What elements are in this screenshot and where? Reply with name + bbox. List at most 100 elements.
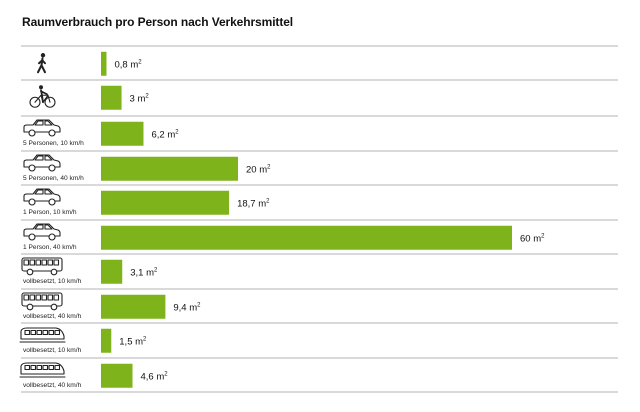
bar bbox=[101, 156, 238, 181]
chart-row: vollbesetzt, 10 km/h 1,5 m2 bbox=[19, 322, 618, 354]
value-label: 6,2 m2 bbox=[151, 129, 179, 140]
bar bbox=[101, 328, 112, 353]
tram-window bbox=[30, 329, 37, 336]
bar bbox=[101, 51, 107, 76]
bus-wheel bbox=[50, 268, 58, 276]
bus-window bbox=[23, 259, 30, 266]
bar bbox=[101, 225, 512, 250]
row-label: 5 Personen, 40 km/h bbox=[23, 175, 84, 182]
bar bbox=[101, 190, 230, 215]
bicycle-wheel bbox=[29, 96, 41, 108]
car-body bbox=[23, 223, 61, 237]
bus-wheel bbox=[50, 303, 58, 311]
bus-window bbox=[23, 294, 30, 301]
value-label: 60 m2 bbox=[520, 233, 545, 244]
bus-body bbox=[21, 292, 63, 307]
car-windows bbox=[34, 189, 53, 195]
chart-row: 3 m2 bbox=[21, 79, 618, 110]
bus-wheel bbox=[26, 268, 34, 276]
value-label: 0,8 m2 bbox=[114, 59, 142, 70]
value-label: 3 m2 bbox=[130, 93, 150, 104]
bicycle-icon bbox=[29, 85, 56, 108]
tram-body bbox=[20, 362, 65, 375]
tram-window bbox=[36, 364, 43, 371]
tram-window bbox=[24, 329, 31, 336]
row-label: vollbesetzt, 10 km/h bbox=[23, 278, 82, 285]
car-body bbox=[23, 154, 61, 168]
bus-window bbox=[41, 259, 48, 266]
value-label: 3,1 m2 bbox=[130, 267, 158, 278]
tram-window bbox=[24, 364, 31, 371]
tram-window bbox=[48, 364, 55, 371]
row-label: vollbesetzt, 10 km/h bbox=[23, 347, 82, 354]
bar bbox=[101, 259, 123, 284]
car-wheel bbox=[48, 198, 56, 206]
pedestrian-head bbox=[40, 53, 46, 58]
row-label: vollbesetzt, 40 km/h bbox=[23, 313, 82, 320]
bus-icon bbox=[21, 257, 63, 276]
tram-window bbox=[42, 364, 49, 371]
tram-window bbox=[42, 329, 49, 336]
bus-window bbox=[53, 259, 60, 266]
chart-row: 0,8 m2 bbox=[21, 45, 618, 76]
chart-row: vollbesetzt, 40 km/h 4,6 m2 bbox=[19, 357, 618, 389]
car-icon bbox=[23, 188, 61, 206]
chart-row: 5 Personen, 40 km/h 20 m2 bbox=[21, 150, 618, 182]
chart-row: 1 Person, 40 km/h 60 m2 bbox=[21, 219, 618, 251]
bar bbox=[101, 363, 133, 388]
tram-body bbox=[20, 327, 65, 340]
value-label: 4,6 m2 bbox=[141, 371, 169, 382]
bar bbox=[101, 121, 144, 146]
car-wheel bbox=[28, 198, 36, 206]
car-wheel bbox=[48, 233, 56, 241]
cyclist-head bbox=[39, 85, 43, 90]
car-wheel bbox=[28, 129, 36, 137]
bar bbox=[101, 294, 166, 319]
tram-window bbox=[36, 329, 43, 336]
value-label: 20 m2 bbox=[246, 164, 271, 175]
car-wheel bbox=[48, 164, 56, 172]
bus-window bbox=[47, 259, 54, 266]
chart-rows: 0,8 m23 m25 Personen, 10 km/h6,2 m25 Per… bbox=[19, 45, 618, 393]
tram-window bbox=[54, 364, 61, 371]
bus-window bbox=[53, 294, 60, 301]
car-windows bbox=[34, 120, 53, 126]
value-label: 1,5 m2 bbox=[119, 336, 147, 347]
bus-icon bbox=[21, 292, 63, 311]
row-label: vollbesetzt, 40 km/h bbox=[23, 382, 82, 389]
bus-window bbox=[41, 294, 48, 301]
car-windows bbox=[34, 155, 53, 161]
pedestrian-icon bbox=[37, 53, 46, 74]
bar bbox=[101, 85, 122, 110]
tram-window bbox=[30, 364, 37, 371]
car-icon bbox=[23, 154, 61, 172]
car-body bbox=[23, 188, 61, 202]
value-label: 9,4 m2 bbox=[173, 302, 201, 313]
chart-row: 1 Person, 10 km/h 18,7 m2 bbox=[21, 184, 618, 216]
row-label: 1 Person, 40 km/h bbox=[23, 244, 77, 251]
bus-body bbox=[21, 257, 63, 272]
car-icon bbox=[23, 119, 61, 137]
car-wheel bbox=[28, 233, 36, 241]
bus-window bbox=[29, 259, 36, 266]
tram-window bbox=[54, 329, 61, 336]
bus-window bbox=[35, 294, 42, 301]
tram-window bbox=[48, 329, 55, 336]
bus-wheel bbox=[26, 303, 34, 311]
chart-row: vollbesetzt, 40 km/h 9,4 m2 bbox=[21, 288, 618, 320]
tram-icon bbox=[19, 327, 66, 343]
row-label: 5 Personen, 10 km/h bbox=[23, 140, 84, 147]
value-label: 18,7 m2 bbox=[237, 198, 270, 209]
chart-title: Raumverbrauch pro Person nach Verkehrsmi… bbox=[22, 15, 294, 29]
car-windows bbox=[34, 224, 53, 230]
bicycle-wheel bbox=[44, 96, 56, 108]
car-wheel bbox=[28, 164, 36, 172]
pedestrian-body bbox=[37, 57, 46, 74]
car-body bbox=[23, 119, 61, 133]
bus-window bbox=[47, 294, 54, 301]
row-label: 1 Person, 10 km/h bbox=[23, 209, 77, 216]
bus-window bbox=[35, 259, 42, 266]
car-wheel bbox=[48, 129, 56, 137]
chart-row: 5 Personen, 10 km/h 6,2 m2 bbox=[21, 115, 618, 147]
